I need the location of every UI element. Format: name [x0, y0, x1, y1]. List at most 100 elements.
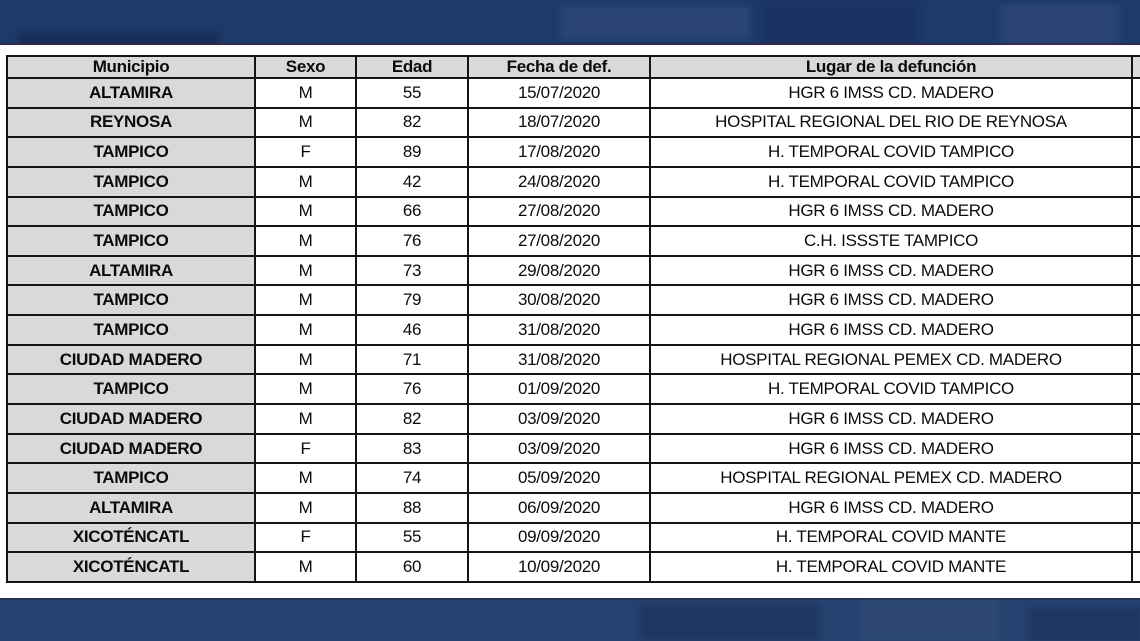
cell-fecha: 27/08/2020	[467, 225, 651, 257]
cell-sexo: F	[254, 136, 357, 168]
cell-lugar: H. TEMPORAL COVID MANTE	[649, 521, 1133, 554]
banner-pattern-block	[640, 604, 820, 640]
cell-lugar: HOSPITAL REGIONAL PEMEX CD. MADERO	[649, 462, 1133, 494]
column-header-municipio: Municipio	[6, 55, 256, 79]
banner-edge-line	[0, 598, 1140, 600]
cell-lugar: HGR 6 IMSS CD. MADERO	[649, 314, 1133, 346]
table-row: XICOTÉNCATL M 60 10/09/2020 H. TEMPORAL COVI…	[6, 551, 1140, 583]
cell-fecha: 30/08/2020	[467, 284, 651, 317]
cutoff-column-cell	[1131, 432, 1140, 465]
cell-edad: 82	[355, 106, 469, 139]
cutoff-column-cell	[1131, 551, 1140, 583]
banner-pattern-block	[860, 598, 1000, 641]
cutoff-column-cell	[1131, 521, 1140, 554]
table-row: TAMPICO M 76 01/09/2020 H. TEMPORAL COVID TA…	[6, 373, 1140, 406]
cell-lugar: HGR 6 IMSS CD. MADERO	[649, 77, 1133, 109]
cell-municipio: TAMPICO	[6, 165, 256, 198]
cutoff-column-cell	[1131, 254, 1140, 287]
cell-fecha: 03/09/2020	[467, 403, 651, 435]
cell-fecha: 29/08/2020	[467, 254, 651, 287]
cutoff-column-cell	[1131, 403, 1140, 435]
cutoff-column-cell	[1131, 284, 1140, 317]
cell-sexo: M	[254, 284, 357, 317]
cell-edad: 60	[355, 551, 469, 583]
cell-lugar: HGR 6 IMSS CD. MADERO	[649, 254, 1133, 287]
cell-lugar: HOSPITAL REGIONAL PEMEX CD. MADERO	[649, 343, 1133, 376]
cell-edad: 89	[355, 136, 469, 168]
cell-sexo: M	[254, 403, 357, 435]
table-body: ALTAMIRA M 55 15/07/2020 HGR 6 IMSS CD. MADE…	[6, 77, 1140, 583]
cell-municipio: REYNOSA	[6, 106, 256, 139]
cutoff-column-cell	[1131, 136, 1140, 168]
cutoff-column-header	[1131, 55, 1140, 79]
cell-municipio: TAMPICO	[6, 195, 256, 228]
cell-fecha: 05/09/2020	[467, 462, 651, 494]
cell-municipio: TAMPICO	[6, 284, 256, 317]
cell-edad: 55	[355, 521, 469, 554]
column-header-fecha: Fecha de def.	[467, 55, 651, 79]
cell-edad: 73	[355, 254, 469, 287]
cell-municipio: TAMPICO	[6, 136, 256, 168]
table-row: CIUDAD MADERO F 83 03/09/2020 HGR 6 IMSS CD.…	[6, 432, 1140, 465]
cell-sexo: F	[254, 521, 357, 554]
cell-municipio: ALTAMIRA	[6, 77, 256, 109]
cutoff-column-cell	[1131, 343, 1140, 376]
table-row: TAMPICO M 74 05/09/2020 HOSPITAL REGIONAL PE…	[6, 462, 1140, 494]
cell-sexo: M	[254, 343, 357, 376]
cell-lugar: HGR 6 IMSS CD. MADERO	[649, 403, 1133, 435]
cell-edad: 42	[355, 165, 469, 198]
cell-lugar: HGR 6 IMSS CD. MADERO	[649, 284, 1133, 317]
cutoff-column-cell	[1131, 462, 1140, 494]
cell-municipio: TAMPICO	[6, 373, 256, 406]
cell-sexo: F	[254, 432, 357, 465]
cell-fecha: 24/08/2020	[467, 165, 651, 198]
cell-sexo: M	[254, 106, 357, 139]
cell-fecha: 01/09/2020	[467, 373, 651, 406]
cell-municipio: TAMPICO	[6, 225, 256, 257]
cell-fecha: 31/08/2020	[467, 343, 651, 376]
cell-municipio: CIUDAD MADERO	[6, 403, 256, 435]
banner-pattern-block	[18, 32, 218, 45]
table-header-row: Municipio Sexo Edad Fecha de def. Lugar …	[6, 55, 1140, 79]
cutoff-column-cell	[1131, 373, 1140, 406]
cell-municipio: ALTAMIRA	[6, 491, 256, 524]
cell-sexo: M	[254, 314, 357, 346]
cell-edad: 55	[355, 77, 469, 109]
cell-lugar: HGR 6 IMSS CD. MADERO	[649, 195, 1133, 228]
defunciones-table: Municipio Sexo Edad Fecha de def. Lugar …	[6, 55, 1140, 583]
cell-edad: 76	[355, 225, 469, 257]
cell-edad: 83	[355, 432, 469, 465]
banner-edge-line	[0, 43, 1140, 45]
column-header-lugar: Lugar de la defunción	[649, 55, 1133, 79]
cell-lugar: H. TEMPORAL COVID MANTE	[649, 551, 1133, 583]
table-row: TAMPICO M 46 31/08/2020 HGR 6 IMSS CD. MADER…	[6, 314, 1140, 346]
cutoff-column-cell	[1131, 106, 1140, 139]
cell-edad: 46	[355, 314, 469, 346]
cell-sexo: M	[254, 77, 357, 109]
cell-sexo: M	[254, 491, 357, 524]
cutoff-column-cell	[1131, 491, 1140, 524]
table-row: TAMPICO F 89 17/08/2020 H. TEMPORAL COVID TA…	[6, 136, 1140, 168]
cell-municipio: TAMPICO	[6, 314, 256, 346]
cell-edad: 82	[355, 403, 469, 435]
cell-edad: 88	[355, 491, 469, 524]
cell-lugar: HOSPITAL REGIONAL DEL RIO DE REYNOSA	[649, 106, 1133, 139]
table-row: TAMPICO M 66 27/08/2020 HGR 6 IMSS CD. MADER…	[6, 195, 1140, 228]
cell-lugar: H. TEMPORAL COVID TAMPICO	[649, 165, 1133, 198]
cell-lugar: HGR 6 IMSS CD. MADERO	[649, 491, 1133, 524]
top-banner	[0, 0, 1140, 45]
cell-sexo: M	[254, 254, 357, 287]
cell-edad: 79	[355, 284, 469, 317]
cell-edad: 74	[355, 462, 469, 494]
cell-sexo: M	[254, 373, 357, 406]
table-row: TAMPICO M 42 24/08/2020 H. TEMPORAL COVID TA…	[6, 165, 1140, 198]
banner-pattern-block	[560, 6, 750, 40]
table-row: ALTAMIRA M 73 29/08/2020 HGR 6 IMSS CD. MADE…	[6, 254, 1140, 287]
cell-lugar: HGR 6 IMSS CD. MADERO	[649, 432, 1133, 465]
cell-sexo: M	[254, 165, 357, 198]
cell-lugar: H. TEMPORAL COVID TAMPICO	[649, 136, 1133, 168]
cell-sexo: M	[254, 551, 357, 583]
cutoff-column-cell	[1131, 225, 1140, 257]
cutoff-column-cell	[1131, 195, 1140, 228]
cell-sexo: M	[254, 462, 357, 494]
